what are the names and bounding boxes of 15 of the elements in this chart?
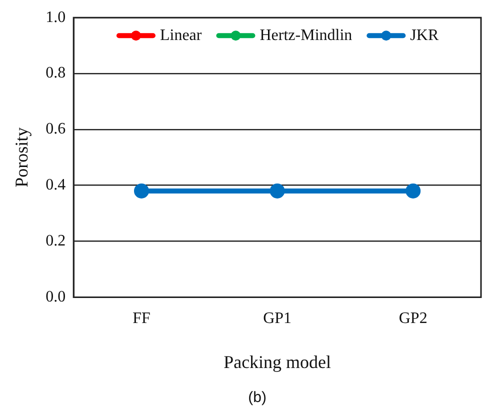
y-tick-label: 0.4 <box>46 176 66 194</box>
x-tick-label: FF <box>132 310 150 328</box>
y-tick-label: 1.0 <box>46 8 66 26</box>
legend-label: Hertz-Mindlin <box>260 26 352 44</box>
y-tick-label: 0.2 <box>46 232 66 250</box>
x-tick-label: GP1 <box>263 310 292 328</box>
x-axis-title: Packing model <box>224 352 332 372</box>
y-tick-label: 0.8 <box>46 64 66 82</box>
text: (b) <box>248 389 266 406</box>
legend-label: JKR <box>410 26 439 44</box>
x-tick-label: GP2 <box>398 310 428 328</box>
y-tick-label: 0.0 <box>46 288 66 306</box>
legend-label: Linear <box>160 26 202 44</box>
y-tick-label: 0.6 <box>46 120 66 138</box>
y-axis-title: Porosity <box>12 127 32 188</box>
